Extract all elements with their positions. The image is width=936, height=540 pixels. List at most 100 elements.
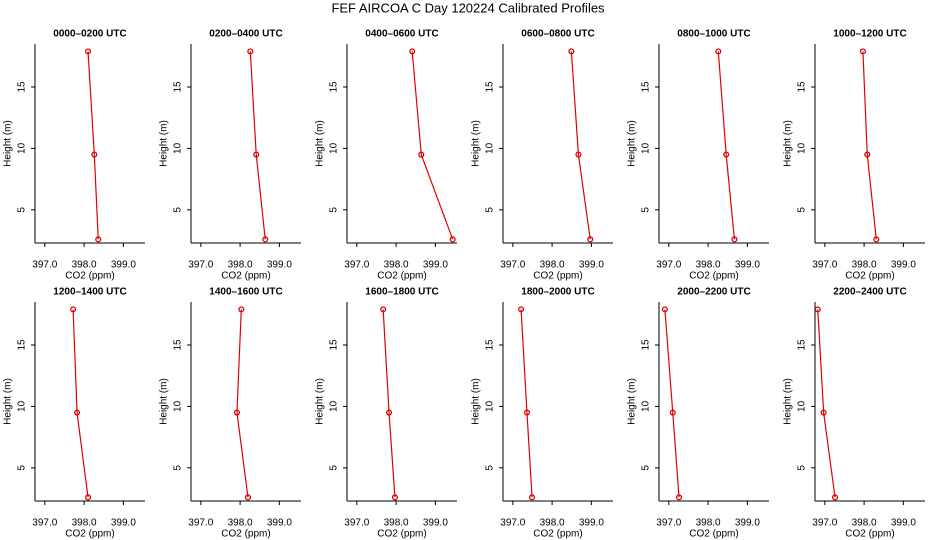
y-tick-label: 15 — [485, 81, 496, 93]
y-tick-label: 10 — [641, 142, 652, 154]
y-tick-label: 5 — [329, 207, 340, 213]
panel: 1800–2000 UTC 397.0 398.0 399.0 5 10 15 CO2 (pp… — [471, 287, 613, 540]
x-tick-label: 399.0 — [267, 518, 292, 529]
profile-line — [87, 51, 99, 240]
panel: 1200–1400 UTC 397.0 398.0 399.0 5 10 15 CO2 (pp… — [3, 287, 145, 540]
y-tick-label: 10 — [17, 142, 28, 154]
y-tick-label: 5 — [641, 207, 652, 213]
x-tick-label: 398.0 — [72, 518, 97, 529]
panel: 2000–2200 UTC 397.0 398.0 399.0 5 10 15 CO2 (pp… — [627, 287, 769, 540]
y-tick-label: 15 — [329, 81, 340, 93]
x-tick-label: 397.0 — [812, 518, 837, 529]
x-tick-label: 397.0 — [500, 518, 525, 529]
x-axis-label: CO2 (ppm) — [845, 271, 894, 282]
x-axis-label: CO2 (ppm) — [221, 271, 270, 282]
y-tick-label: 5 — [17, 207, 28, 213]
x-axis-label: CO2 (ppm) — [845, 529, 894, 540]
panel-title: 2200–2400 UTC — [833, 287, 906, 298]
x-tick-label: 397.0 — [188, 260, 213, 271]
x-tick-label: 398.0 — [228, 260, 253, 271]
x-tick-label: 397.0 — [812, 260, 837, 271]
panel-title: 1200–1400 UTC — [53, 287, 126, 298]
x-tick-label: 398.0 — [696, 260, 721, 271]
x-tick-label: 397.0 — [188, 518, 213, 529]
x-tick-label: 398.0 — [540, 260, 565, 271]
profile-point — [859, 48, 866, 55]
y-axis-label: Height (m) — [471, 120, 482, 167]
panel: 1400–1600 UTC 397.0 398.0 399.0 5 10 15 CO2 (pp… — [159, 287, 301, 540]
y-tick-label: 10 — [797, 142, 808, 154]
profile-line — [249, 51, 266, 240]
profile-point — [233, 409, 241, 416]
y-tick-label: 5 — [485, 207, 496, 213]
y-tick-label: 15 — [173, 339, 184, 351]
x-tick-label: 397.0 — [500, 260, 525, 271]
panel-title: 1400–1600 UTC — [209, 287, 282, 298]
profile-point — [723, 151, 730, 158]
x-tick-label: 398.0 — [72, 260, 97, 271]
profile-point — [409, 48, 416, 55]
x-tick-label: 399.0 — [579, 518, 604, 529]
profile-point — [84, 48, 92, 55]
y-tick-label: 15 — [329, 339, 340, 351]
x-tick-label: 399.0 — [891, 518, 916, 529]
y-tick-label: 5 — [173, 465, 184, 471]
x-tick-label: 397.0 — [656, 260, 681, 271]
y-tick-label: 10 — [329, 400, 340, 412]
y-tick-label: 10 — [485, 400, 496, 412]
y-tick-label: 5 — [641, 465, 652, 471]
panel: 1000–1200 UTC 397.0 398.0 399.0 5 10 15 CO2 (pp… — [783, 29, 925, 282]
profile-point — [380, 306, 387, 313]
profile-point — [247, 48, 254, 55]
x-axis-label: CO2 (ppm) — [221, 529, 270, 540]
x-tick-label: 398.0 — [852, 518, 877, 529]
x-tick-label: 399.0 — [735, 260, 760, 271]
x-tick-label: 399.0 — [579, 260, 604, 271]
y-axis-label: Height (m) — [627, 120, 638, 167]
x-tick-label: 399.0 — [111, 518, 136, 529]
y-axis-label: Height (m) — [159, 120, 170, 167]
profile-point — [814, 306, 821, 313]
panel-title: 0200–0400 UTC — [209, 29, 282, 40]
profile-point — [669, 409, 676, 416]
y-tick-label: 10 — [329, 142, 340, 154]
profile-point — [95, 236, 102, 243]
x-axis-label: CO2 (ppm) — [377, 529, 426, 540]
x-tick-label: 399.0 — [891, 260, 916, 271]
profile-point — [575, 151, 582, 158]
panel-title: 0600–0800 UTC — [521, 29, 594, 40]
profile-point — [675, 494, 683, 501]
x-tick-label: 397.0 — [656, 518, 681, 529]
y-tick-label: 10 — [173, 400, 184, 412]
x-tick-label: 399.0 — [267, 260, 292, 271]
y-tick-label: 5 — [485, 465, 496, 471]
profile-line — [817, 309, 836, 498]
profile-point — [84, 494, 92, 501]
x-tick-label: 398.0 — [540, 518, 565, 529]
x-axis-label: CO2 (ppm) — [689, 529, 738, 540]
profile-point — [262, 236, 269, 243]
x-tick-label: 398.0 — [384, 260, 409, 271]
profile-point — [523, 409, 531, 416]
panel-title: 0400–0600 UTC — [365, 29, 438, 40]
panel: 0600–0800 UTC 397.0 398.0 399.0 5 10 15 CO2 (pp… — [471, 29, 613, 282]
x-tick-label: 398.0 — [228, 518, 253, 529]
x-tick-label: 399.0 — [423, 260, 448, 271]
y-tick-label: 15 — [641, 81, 652, 93]
profile-point — [831, 494, 839, 501]
y-axis-label: Height (m) — [315, 378, 326, 425]
y-axis-label: Height (m) — [3, 120, 14, 167]
profile-point — [820, 409, 827, 416]
profile-point — [715, 48, 722, 55]
panel: 0200–0400 UTC 397.0 398.0 399.0 5 10 15 CO2 (pp… — [159, 29, 301, 282]
y-tick-label: 15 — [797, 339, 808, 351]
x-tick-label: 397.0 — [32, 518, 57, 529]
profile-point — [518, 306, 525, 313]
profile-point — [91, 151, 98, 158]
y-axis-label: Height (m) — [783, 120, 794, 167]
panel-title: 2000–2200 UTC — [677, 287, 750, 298]
x-tick-label: 398.0 — [384, 518, 409, 529]
panel-title: 0000–0200 UTC — [53, 29, 126, 40]
x-tick-label: 399.0 — [735, 518, 760, 529]
